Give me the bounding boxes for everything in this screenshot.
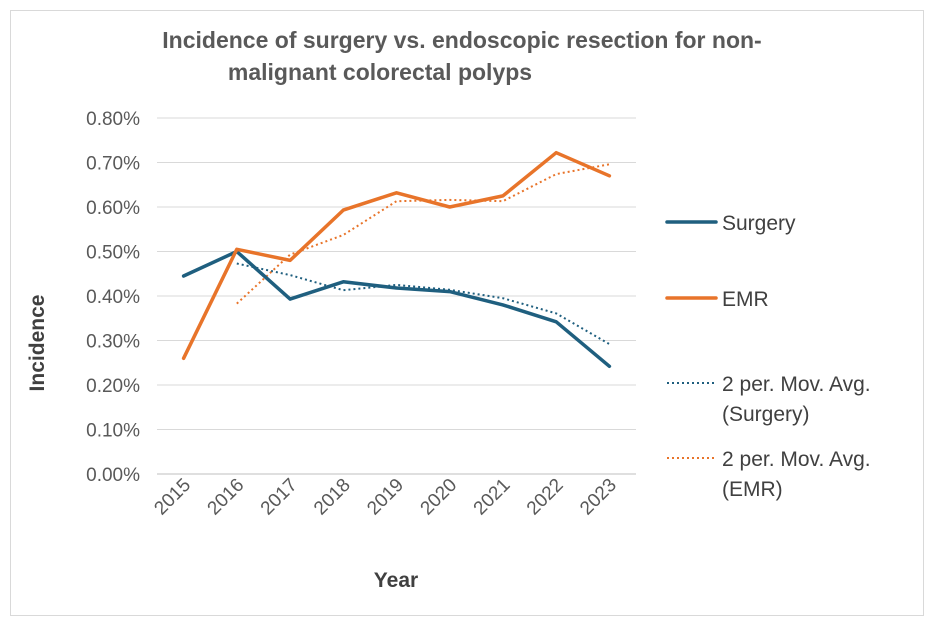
chart-frame [10,10,924,616]
legend-label: (Surgery) [722,403,810,426]
x-tick-label: 2020 [417,475,462,520]
x-tick-label: 2018 [310,475,355,520]
legend: Surgery EMR 2 per. Mov. Avg. (Surgery) 2 per… [665,212,871,501]
chart-title-line-1: Incidence of surgery vs. endoscopic rese… [162,27,761,53]
y-tick-label: 0.40% [86,287,140,308]
chart-title-line-2: malignant colorectal polyps [228,59,532,85]
legend-label: Surgery [722,212,796,235]
series-line-surgery [181,249,612,369]
legend-label: (EMR) [722,478,783,501]
y-tick-label: 0.80% [86,109,140,130]
series-lines [181,150,612,369]
x-tick-label: 2023 [576,475,621,520]
legend-label: 2 per. Mov. Avg. [722,448,871,471]
series-line-emr [181,150,612,361]
x-tick-label: 2022 [523,475,568,520]
x-tick-label: 2015 [150,475,195,520]
legend-label: 2 per. Mov. Avg. [722,373,871,396]
x-tick-label: 2019 [363,475,408,520]
series-line-2-per-mov-avg-emr [236,163,610,305]
x-axis-title: Year [374,569,418,592]
y-tick-label: 0.70% [86,154,140,175]
y-tick-label: 0.30% [86,332,140,353]
y-tick-label: 0.50% [86,243,140,264]
x-axis-ticks: 2015 2016 2017 2018 2019 2020 2021 2022 2023 [150,475,621,520]
y-tick-label: 0.20% [86,376,140,397]
grid-lines [157,117,636,475]
legend-label: EMR [722,288,769,311]
x-tick-label: 2016 [204,475,249,520]
y-tick-label: 0.60% [86,198,140,219]
y-tick-label: 0.10% [86,421,140,442]
series-line-2-per-mov-avg-surgery [236,262,610,345]
x-tick-label: 2021 [470,475,515,520]
y-axis-ticks: 0.00% 0.10% 0.20% 0.30% 0.40% 0.50% 0.60% 0.70%… [86,109,140,486]
x-tick-label: 2017 [257,475,302,520]
y-axis-title: Incidence [26,295,49,392]
y-tick-label: 0.00% [86,465,140,486]
